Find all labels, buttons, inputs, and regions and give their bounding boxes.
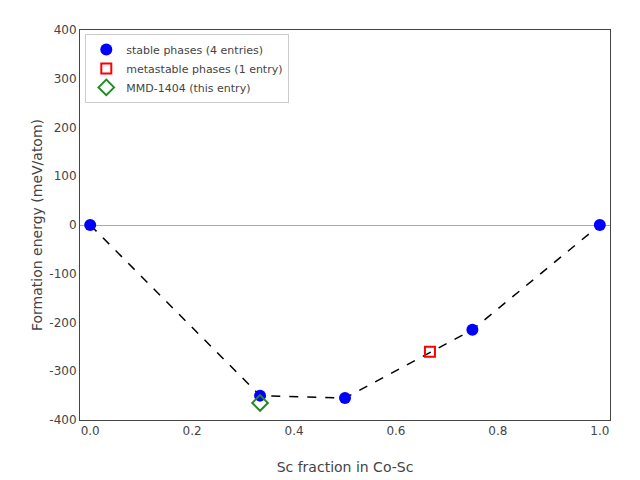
svg-text:0.6: 0.6: [386, 424, 405, 438]
svg-text:100: 100: [54, 169, 77, 183]
svg-text:0.8: 0.8: [488, 424, 507, 438]
svg-text:400: 400: [54, 23, 77, 37]
svg-text:-200: -200: [49, 316, 76, 330]
svg-text:200: 200: [54, 121, 77, 135]
svg-text:-300: -300: [49, 364, 76, 378]
svg-text:stable phases (4 entries): stable phases (4 entries): [126, 44, 263, 57]
svg-text:-400: -400: [49, 413, 76, 427]
svg-text:0.4: 0.4: [284, 424, 303, 438]
svg-text:0.2: 0.2: [183, 424, 202, 438]
svg-text:300: 300: [54, 72, 77, 86]
svg-text:Sc fraction in Co-Sc: Sc fraction in Co-Sc: [277, 459, 414, 475]
svg-text:MMD-1404 (this entry): MMD-1404 (this entry): [126, 82, 250, 95]
svg-text:0.0: 0.0: [81, 424, 100, 438]
svg-text:metastable phases (1 entry): metastable phases (1 entry): [126, 63, 282, 76]
svg-text:-100: -100: [49, 267, 76, 281]
svg-text:1.0: 1.0: [590, 424, 609, 438]
svg-text:Formation energy (meV/atom): Formation energy (meV/atom): [29, 119, 45, 331]
svg-text:0: 0: [69, 218, 77, 232]
